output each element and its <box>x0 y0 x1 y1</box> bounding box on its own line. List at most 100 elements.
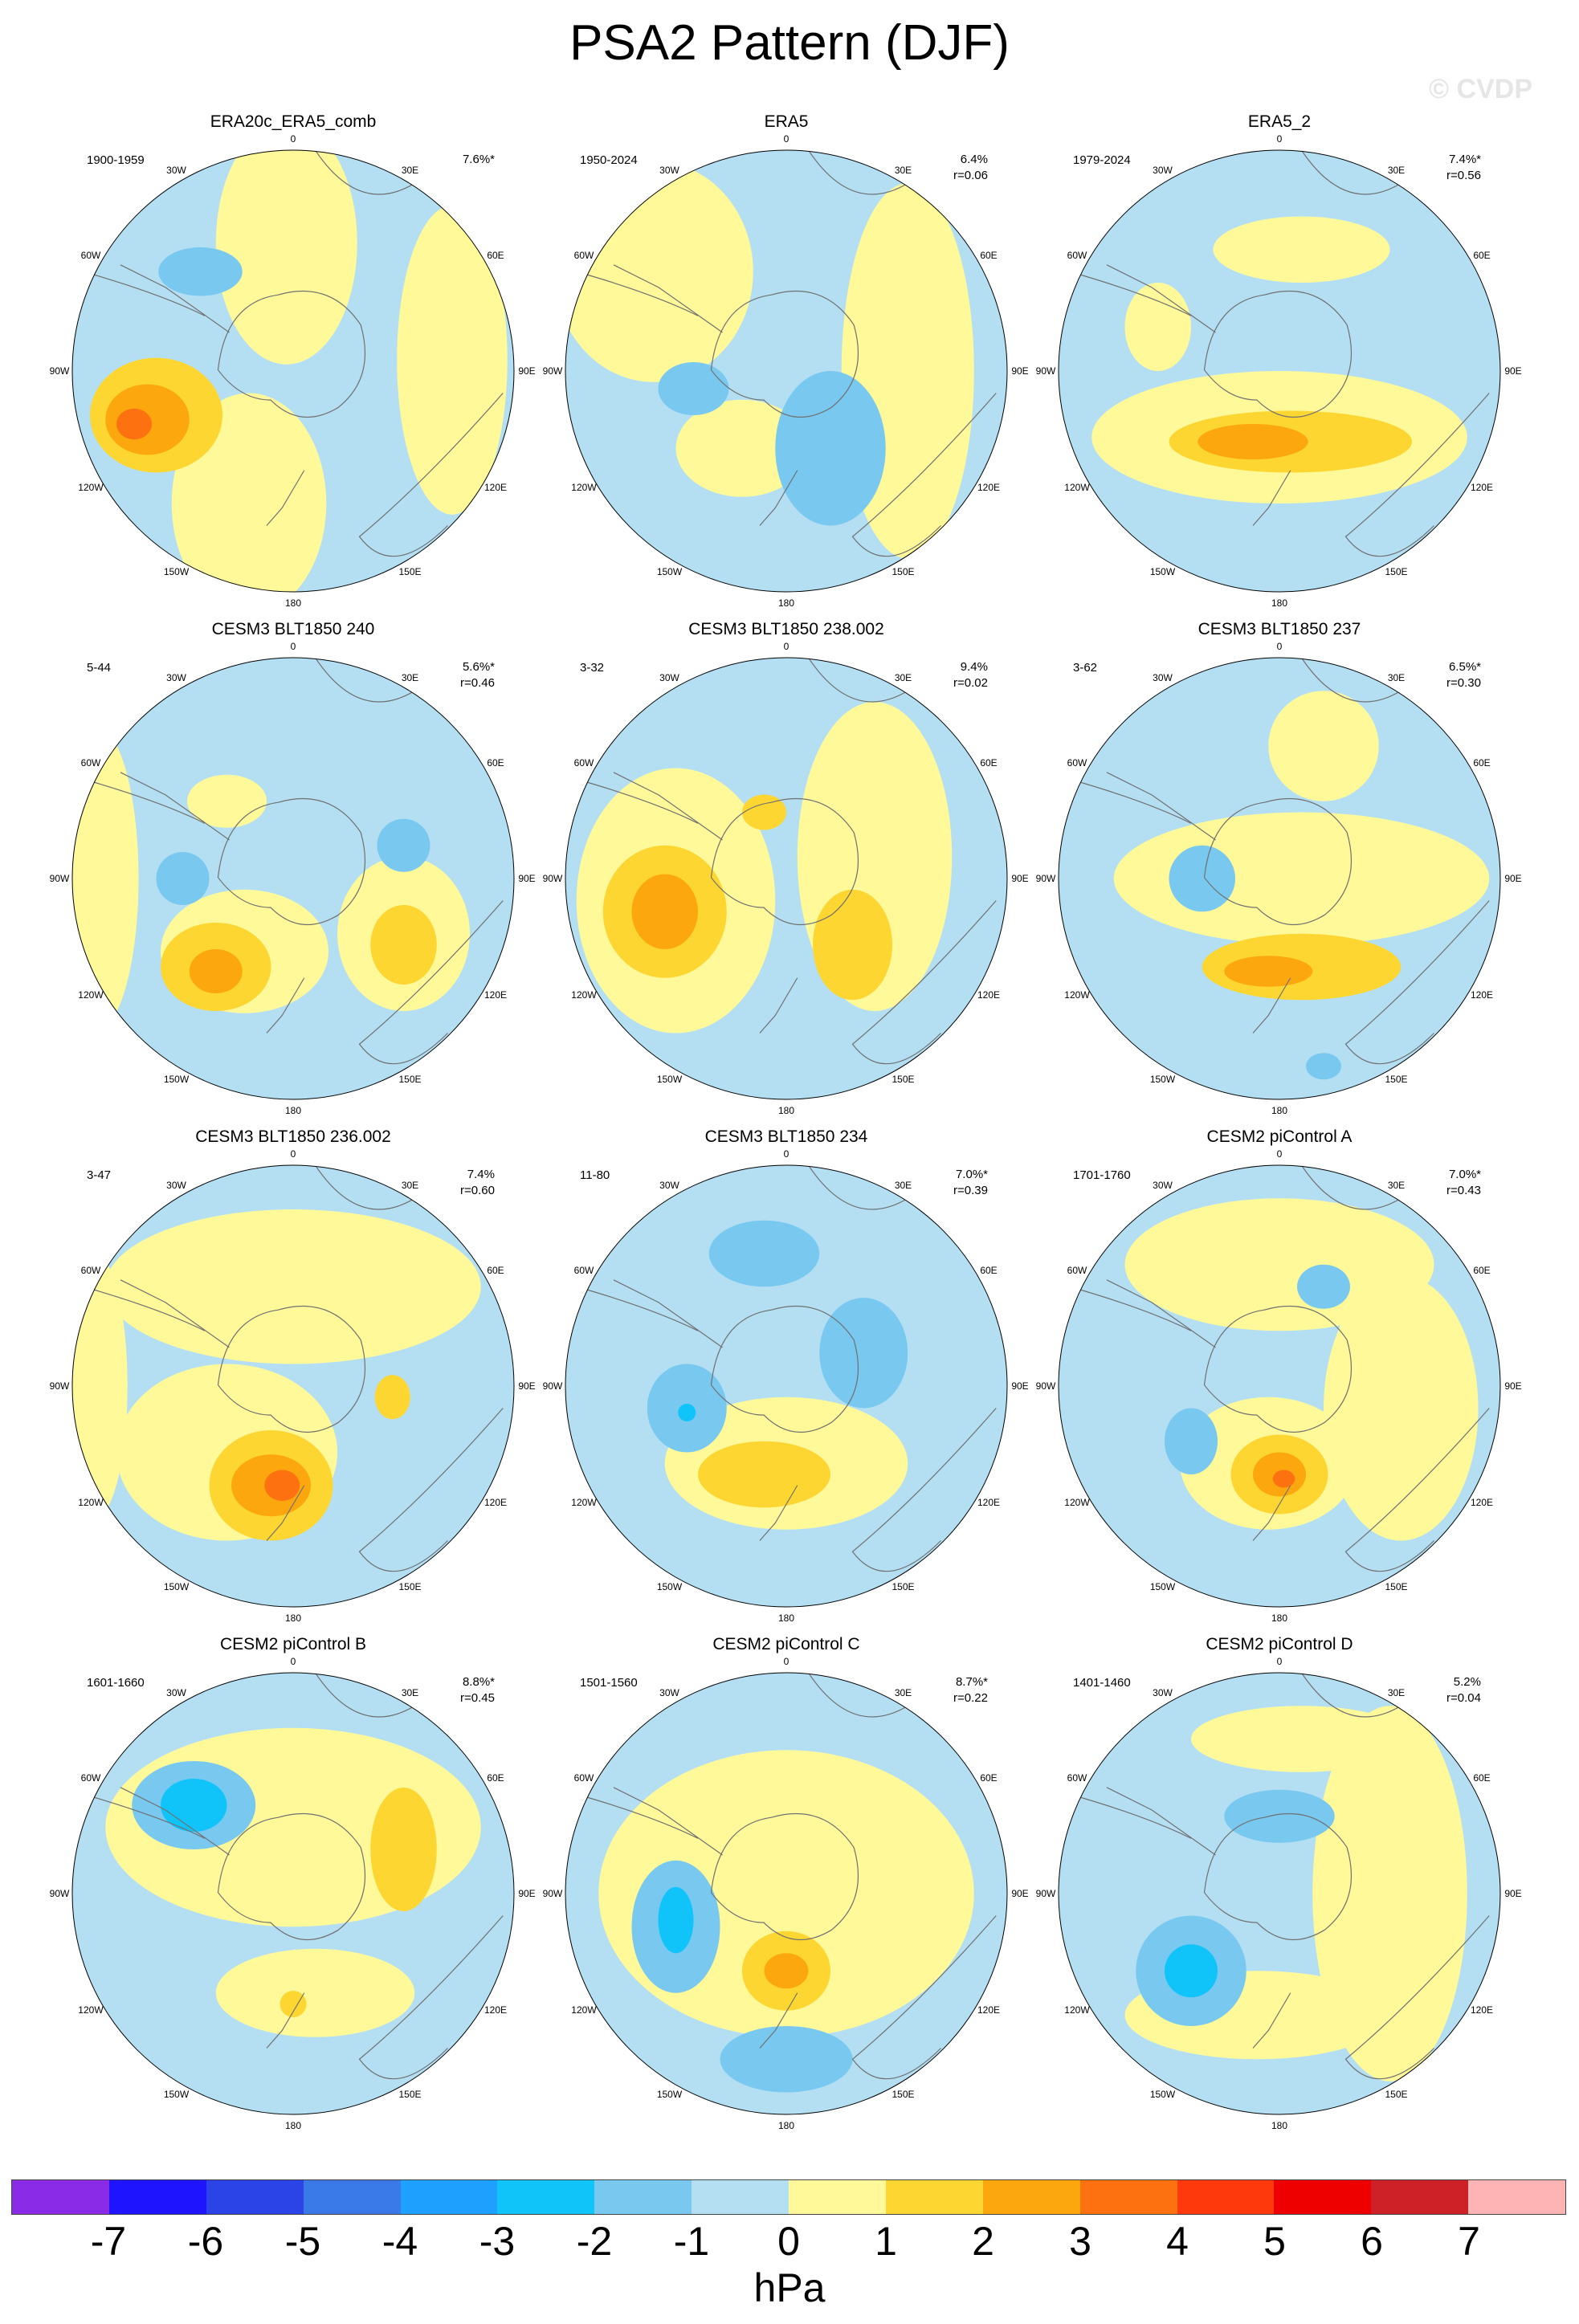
panel-title: CESM3 BLT1850 238.002 <box>688 620 884 638</box>
lon-label: 30E <box>1387 671 1406 683</box>
panel-title: ERA5_2 <box>1247 112 1312 131</box>
antarctica-coastline <box>217 290 366 418</box>
lon-label: 60W <box>80 1772 101 1784</box>
antarctica-coastline <box>1203 797 1353 926</box>
colorbar-tick-label: -2 <box>576 2219 613 2264</box>
colorbar-tick-label: 2 <box>972 2219 994 2264</box>
anomaly-contour <box>658 1886 694 1954</box>
lon-label: 150W <box>1149 2089 1176 2101</box>
panel-variance-pct: 5.6%* <box>462 660 495 674</box>
south-america-coastline <box>576 271 699 316</box>
colorbar-units: hPa <box>753 2265 826 2310</box>
lon-label: 90E <box>518 1888 536 1899</box>
lon-label: 90E <box>1011 1380 1029 1392</box>
panel-pattern-corr: r=0.45 <box>460 1691 495 1705</box>
lon-label: 30E <box>894 164 912 176</box>
panel-pattern-corr: r=0.04 <box>1446 1691 1481 1705</box>
lon-label: 60E <box>980 756 998 769</box>
lon-label: 90W <box>49 1380 70 1392</box>
lon-label: 90E <box>1011 365 1029 377</box>
lon-label: 60W <box>80 756 101 769</box>
lon-label: 90W <box>49 873 70 884</box>
new-zealand-coastline <box>759 1485 798 1541</box>
lon-label: 120W <box>1064 989 1090 1001</box>
lon-label: 60E <box>1473 249 1491 261</box>
lon-label: 30E <box>401 1686 419 1698</box>
colorbar-tick-label: -6 <box>187 2219 224 2264</box>
lon-label: 60E <box>1473 756 1491 769</box>
lon-label: 180 <box>284 1105 302 1116</box>
lon-label: 150E <box>1385 566 1408 578</box>
lon-label: 30E <box>1387 1686 1406 1698</box>
lon-label: 30E <box>894 671 912 683</box>
panel-pattern-corr: r=0.39 <box>953 1184 988 1197</box>
anomaly-contour <box>370 1788 437 1911</box>
lon-label: 150E <box>892 1074 915 1086</box>
lon-label: 120E <box>977 481 1001 493</box>
anomaly-contour <box>279 1991 307 2017</box>
lon-label: 90W <box>1035 1380 1056 1392</box>
colorbar-swatch <box>497 2180 595 2214</box>
lon-label: 30W <box>166 1179 186 1191</box>
lon-label: 60E <box>1473 1264 1491 1276</box>
colorbar-swatch <box>1079 2180 1177 2214</box>
panel-variance-pct: 6.4% <box>960 153 988 166</box>
anomaly-contour <box>215 150 357 365</box>
anomaly-contour <box>775 371 886 526</box>
australia-coastline <box>1344 1408 1490 1572</box>
panel-years: 1401-1460 <box>1073 1676 1131 1690</box>
colorbar-tick-label: 6 <box>1361 2219 1383 2264</box>
south-america-coastline <box>83 778 206 824</box>
anomaly-contour <box>161 1779 227 1832</box>
map-boundary <box>71 1672 515 2115</box>
polar-map <box>71 1164 515 1608</box>
map-panel: CESM3 BLT1850 236.002 3-47 7.4% r=0.60 0 30E 6… <box>47 1127 540 1635</box>
lon-label: 60W <box>1067 249 1087 261</box>
anomaly-contour <box>397 205 508 515</box>
new-zealand-coastline <box>759 977 798 1034</box>
lon-label: 90W <box>1035 365 1056 377</box>
anomaly-contour <box>156 852 210 905</box>
lon-label: 150W <box>1149 1074 1176 1086</box>
lon-label: 90E <box>518 365 536 377</box>
colorbar-swatch <box>400 2180 498 2214</box>
lon-label: 120W <box>78 989 104 1001</box>
polar-map <box>565 1672 1008 2115</box>
lon-label: 120W <box>571 989 597 1001</box>
map-panel: CESM3 BLT1850 240 5-44 5.6%* r=0.46 0 30E 60E 9… <box>47 620 540 1127</box>
map-boundary <box>71 1164 515 1608</box>
lon-label: 0 <box>290 1656 296 1667</box>
peninsula-coastline <box>120 264 230 333</box>
australia-coastline <box>851 900 997 1065</box>
anomaly-contour <box>1306 1053 1341 1080</box>
lon-label: 150E <box>892 2089 915 2101</box>
antarctica-coastline <box>1203 290 1353 418</box>
panel-title: ERA5 <box>764 112 809 131</box>
lon-label: 150E <box>398 566 422 578</box>
map-boundary <box>565 1164 1008 1608</box>
australia-coastline <box>1344 393 1490 557</box>
colorbar-tick-label: 5 <box>1263 2219 1286 2264</box>
colorbar-swatch <box>1468 2180 1565 2214</box>
panel-variance-pct: 8.8%* <box>462 1675 495 1689</box>
map-panel: ERA5 1950-2024 6.4% r=0.06 0 30E 60E 90E 120E 150… <box>540 112 1033 620</box>
africa-coastline <box>315 1165 415 1210</box>
panel-pattern-corr: r=0.56 <box>1446 169 1481 182</box>
colorbar-swatch <box>1371 2180 1469 2214</box>
antarctica-coastline <box>710 290 859 418</box>
south-america-coastline <box>83 1286 206 1331</box>
map-boundary <box>71 149 515 593</box>
lon-label: 150E <box>892 566 915 578</box>
colorbar-tick-label: -1 <box>673 2219 710 2264</box>
lon-label: 150W <box>1149 566 1176 578</box>
lon-label: 120W <box>78 1496 104 1508</box>
south-america-coastline <box>576 778 699 824</box>
panel-title: ERA20c_ERA5_comb <box>210 112 377 131</box>
lon-label: 150W <box>656 1074 683 1086</box>
peninsula-coastline <box>613 1279 723 1348</box>
lon-label: 150E <box>398 1074 422 1086</box>
antarctica-coastline <box>710 1305 859 1433</box>
colorbar-tick-label: 3 <box>1069 2219 1091 2264</box>
panel-years: 1701-1760 <box>1073 1168 1131 1182</box>
lon-label: 0 <box>783 1656 790 1667</box>
